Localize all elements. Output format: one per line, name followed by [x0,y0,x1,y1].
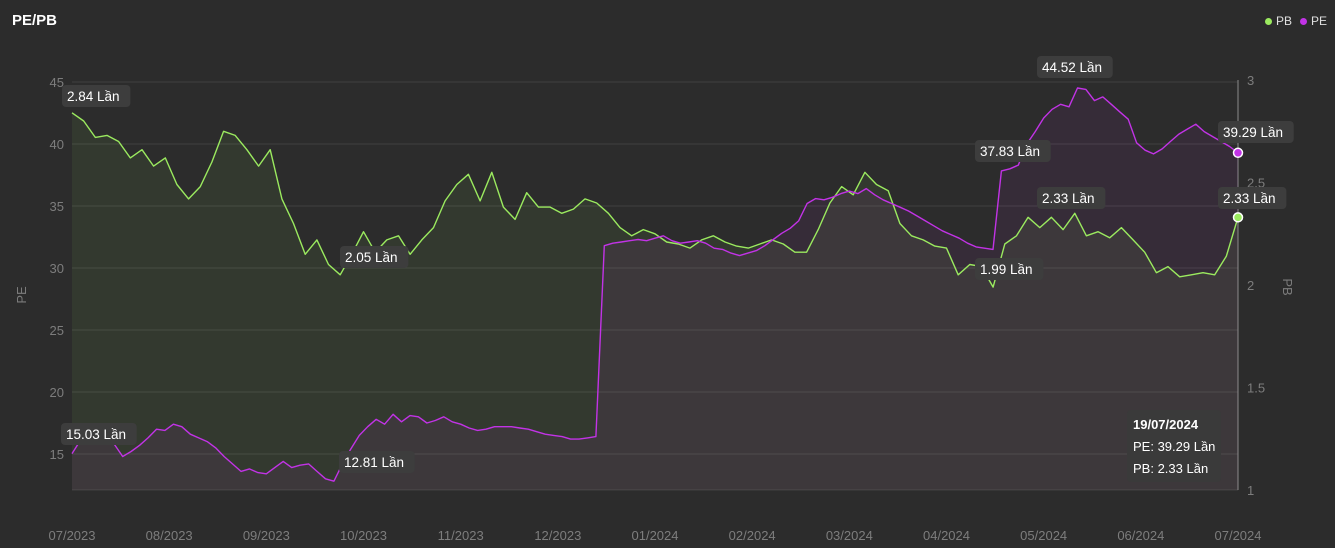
pe-end-marker [1232,147,1244,159]
x-tick-label: 05/2024 [1020,528,1067,543]
legend-pb-label: PB [1275,14,1292,28]
y-right-tick-label: 1.5 [1247,381,1265,396]
chart-legend: PB PE [1264,14,1327,28]
pb-annotation-bg [1218,187,1287,209]
pb-annotation-bg [340,246,409,268]
tooltip-date: 19/07/2024 [1133,417,1199,432]
tooltip-pe: PE: 39.29 Lần [1133,439,1216,454]
y-right-axis-title: PB [1280,278,1295,295]
x-tick-label: 06/2024 [1117,528,1164,543]
x-tick-label: 07/2023 [49,528,96,543]
pb-annotation: 2.84 Lần [67,89,120,104]
pe-annotation: 37.83 Lần [980,144,1040,159]
tooltip: 19/07/2024 PE: 39.29 Lần PB: 2.33 Lần [1127,410,1221,482]
y-left-tick-label: 30 [50,261,64,276]
y-right-tick-label: 2 [1247,278,1254,293]
legend-pe-label: PE [1310,14,1327,28]
pb-end-marker [1232,212,1244,223]
pe-annotation-bg [975,140,1051,162]
pb-series-line [71,112,1239,288]
x-tick-label: 09/2023 [243,528,290,543]
pe-annotation-bg [1218,121,1294,143]
pe-area [72,88,1238,490]
legend-pe-marker [1299,17,1307,25]
y-right-tick-label: 1 [1247,483,1254,498]
pe-series-line [71,87,1239,482]
pe-annotation: 44.52 Lần [1042,60,1102,75]
y-left-axis-title: PE [14,286,29,304]
y-left-tick-label: 20 [50,385,64,400]
y-left-tick-label: 15 [50,447,64,462]
y-right-tick-label: 2.5 [1247,176,1265,191]
pe-annotation: 12.81 Lần [344,455,404,470]
y-left-tick-label: 45 [50,75,64,90]
pb-annotation-bg [1037,187,1106,209]
x-tick-label: 01/2024 [632,528,679,543]
x-tick-label: 10/2023 [340,528,387,543]
y-left-tick-label: 35 [50,199,64,214]
legend-item-pe[interactable]: PE [1299,14,1327,28]
y-left-tick-label: 40 [50,137,64,152]
pb-annotation: 2.05 Lần [345,250,398,265]
x-tick-label: 04/2024 [923,528,970,543]
legend-item-pb[interactable]: PB [1264,14,1292,28]
pe-annotation-bg [61,423,137,445]
pb-annotation: 1.99 Lần [980,262,1033,277]
pb-annotation-bg [975,258,1044,280]
pb-annotation: 2.33 Lần [1223,191,1276,206]
pe-annotation: 15.03 Lần [66,427,126,442]
chart-title: PE/PB [12,12,58,29]
pe-annotation-bg [339,451,415,473]
pb-area [72,112,1238,491]
x-tick-label: 02/2024 [729,528,776,543]
pe-annotation: 39.29 Lần [1223,125,1283,140]
x-tick-label: 12/2023 [534,528,581,543]
pb-annotation-bg [62,85,131,107]
pb-annotation: 2.33 Lần [1042,191,1095,206]
x-tick-label: 08/2023 [146,528,193,543]
x-tick-label: 07/2024 [1215,528,1262,543]
legend-pb-marker [1264,17,1272,25]
y-left-tick-label: 25 [50,323,64,338]
pe-annotation-bg [1037,56,1113,78]
y-right-tick-label: 3 [1247,73,1254,88]
x-tick-label: 03/2024 [826,528,873,543]
x-tick-label: 11/2023 [438,528,484,543]
tooltip-pb: PB: 2.33 Lần [1133,461,1209,476]
